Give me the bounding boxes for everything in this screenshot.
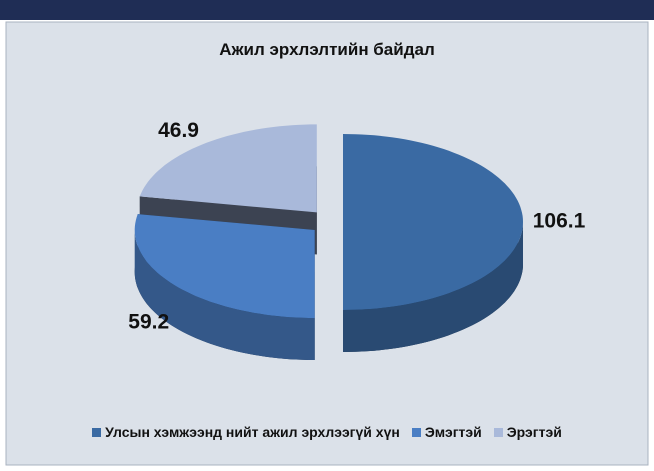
slice-outer-wall (343, 222, 523, 352)
legend-label: Эрэгтэй (506, 424, 562, 440)
slice-top (343, 134, 523, 310)
legend-label: Улсын хэмжээнд нийт ажил эрхлээгүй хүн (105, 424, 400, 440)
pie-slice (134, 214, 315, 360)
legend: Улсын хэмжээнд нийт ажил эрхлээгүй хүн Эм… (0, 424, 654, 440)
legend-item: Эмэгтэй (411, 424, 482, 440)
legend-swatch (92, 427, 102, 437)
legend-item: Улсын хэмжээнд нийт ажил эрхлээгүй хүн (92, 424, 400, 440)
slice-top (139, 124, 317, 213)
chart-title: Ажил эрхлэлтийн байдал (219, 40, 435, 59)
chart-area (5, 21, 649, 466)
slice-top (134, 214, 315, 318)
slice-outer-wall (134, 230, 315, 360)
legend-item: Эрэгтэй (493, 424, 562, 440)
data-label: 106.1 (533, 210, 586, 233)
pie-slice (343, 134, 523, 352)
legend-swatch (411, 427, 421, 437)
data-label: 59.2 (128, 310, 169, 333)
data-label: 46.9 (158, 119, 199, 142)
top-bar (0, 0, 654, 20)
legend-label: Эмэгтэй (424, 424, 482, 440)
legend-swatch (493, 427, 503, 437)
